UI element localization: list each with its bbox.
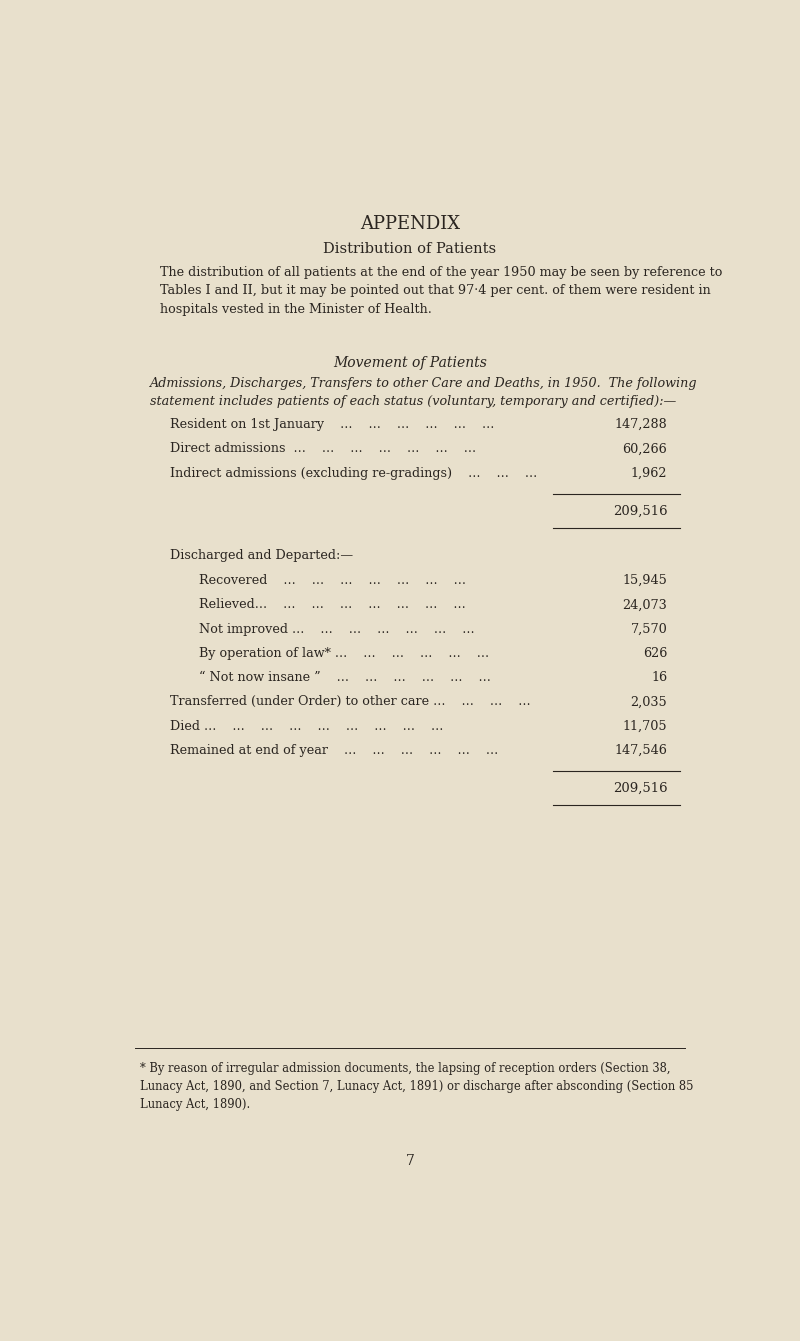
Text: 7: 7 [406,1155,414,1168]
Text: Resident on 1st January    ...    ...    ...    ...    ...    ...: Resident on 1st January ... ... ... ... … [170,418,494,430]
Text: 24,073: 24,073 [622,598,667,611]
Text: 209,516: 209,516 [613,782,667,795]
Text: 147,288: 147,288 [614,418,667,430]
Text: Transferred (under Order) to other care ...    ...    ...    ...: Transferred (under Order) to other care … [170,695,530,708]
Text: 209,516: 209,516 [613,504,667,518]
Text: By operation of law* ...    ...    ...    ...    ...    ...: By operation of law* ... ... ... ... ...… [199,646,490,660]
Text: Admissions, Discharges, Transfers to other Care and Deaths, in 1950.  The follow: Admissions, Discharges, Transfers to oth… [150,377,698,408]
Text: Movement of Patients: Movement of Patients [333,355,487,370]
Text: Discharged and Departed:—: Discharged and Departed:— [170,550,353,562]
Text: Direct admissions  ...    ...    ...    ...    ...    ...    ...: Direct admissions ... ... ... ... ... ..… [170,443,476,456]
Text: 1,962: 1,962 [631,467,667,480]
Text: “ Not now insane ”    ...    ...    ...    ...    ...    ...: “ Not now insane ” ... ... ... ... ... .… [199,670,491,684]
Text: 2,035: 2,035 [630,695,667,708]
Text: 626: 626 [643,646,667,660]
Text: Distribution of Patients: Distribution of Patients [323,241,497,256]
Text: Not improved ...    ...    ...    ...    ...    ...    ...: Not improved ... ... ... ... ... ... ... [199,622,475,636]
Text: 7,570: 7,570 [630,622,667,636]
Text: 16: 16 [651,670,667,684]
Text: 11,705: 11,705 [622,720,667,732]
Text: 15,945: 15,945 [622,574,667,587]
Text: Relieved...    ...    ...    ...    ...    ...    ...    ...: Relieved... ... ... ... ... ... ... ... [199,598,466,611]
Text: * By reason of irregular admission documents, the lapsing of reception orders (S: * By reason of irregular admission docum… [140,1062,694,1110]
Text: 147,546: 147,546 [614,744,667,756]
Text: APPENDIX: APPENDIX [360,215,460,233]
Text: Died ...    ...    ...    ...    ...    ...    ...    ...    ...: Died ... ... ... ... ... ... ... ... ... [170,720,443,732]
Text: Recovered    ...    ...    ...    ...    ...    ...    ...: Recovered ... ... ... ... ... ... ... [199,574,466,587]
Text: The distribution of all patients at the end of the year 1950 may be seen by refe: The distribution of all patients at the … [161,266,723,315]
Text: Remained at end of year    ...    ...    ...    ...    ...    ...: Remained at end of year ... ... ... ... … [170,744,498,756]
Text: Indirect admissions (excluding re-gradings)    ...    ...    ...: Indirect admissions (excluding re-gradin… [170,467,537,480]
Text: 60,266: 60,266 [622,443,667,456]
